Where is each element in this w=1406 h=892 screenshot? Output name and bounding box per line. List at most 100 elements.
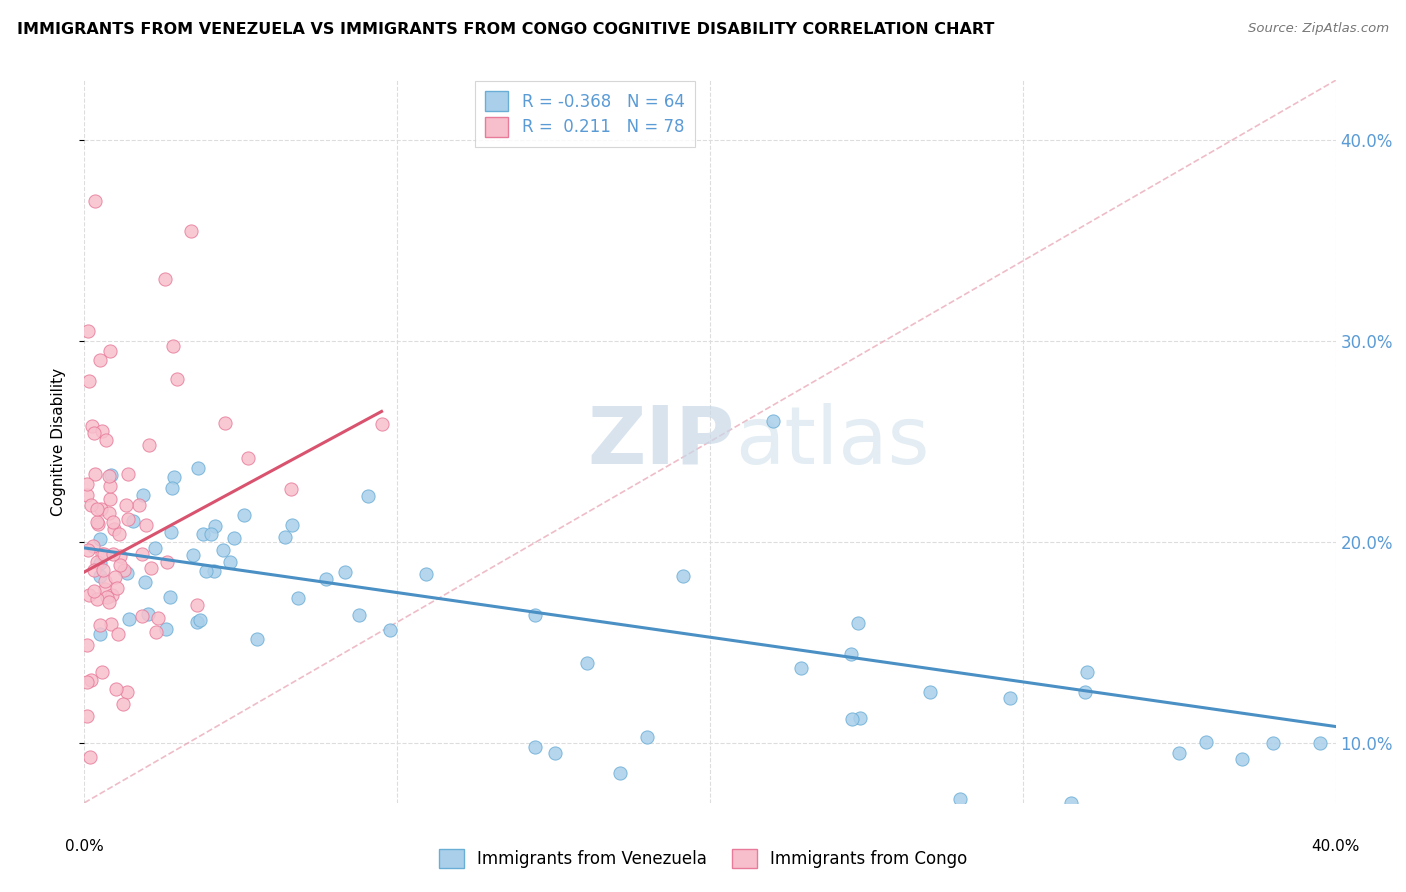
- Point: [1230, 751, 1253, 765]
- Point: [90, 501, 112, 516]
- Point: [160, 524, 183, 539]
- Point: [86, 515, 108, 529]
- Point: [103, 547, 125, 561]
- Point: [117, 467, 139, 481]
- Point: [180, 224, 202, 238]
- Point: [357, 489, 380, 503]
- Point: [105, 582, 128, 596]
- Text: IMMIGRANTS FROM VENEZUELA VS IMMIGRANTS FROM CONGO COGNITIVE DISABILITY CORRELAT: IMMIGRANTS FROM VENEZUELA VS IMMIGRANTS …: [17, 22, 994, 37]
- Point: [236, 451, 259, 466]
- Point: [1263, 735, 1285, 749]
- Point: [949, 792, 972, 806]
- Text: 0.0%: 0.0%: [65, 838, 104, 854]
- Point: [636, 730, 658, 744]
- Point: [89, 556, 111, 570]
- Point: [222, 531, 245, 545]
- Point: [93, 547, 115, 561]
- Point: [378, 623, 401, 637]
- Point: [789, 660, 811, 674]
- Point: [98, 594, 121, 608]
- Point: [136, 607, 159, 621]
- Point: [672, 568, 695, 582]
- Point: [839, 647, 862, 661]
- Point: [128, 498, 150, 512]
- Point: [98, 492, 121, 507]
- Point: [101, 515, 124, 529]
- Point: [76, 476, 98, 491]
- Point: [135, 518, 157, 533]
- Point: [131, 609, 153, 624]
- Point: [232, 508, 254, 522]
- Point: [1309, 735, 1331, 749]
- Point: [117, 566, 139, 580]
- Point: [83, 584, 105, 599]
- Point: [998, 690, 1021, 705]
- Point: [117, 512, 139, 526]
- Point: [163, 470, 186, 484]
- Point: [98, 469, 121, 483]
- Point: [274, 530, 297, 544]
- Point: [543, 746, 565, 760]
- Point: [146, 611, 169, 625]
- Legend: Immigrants from Venezuela, Immigrants from Congo: Immigrants from Venezuela, Immigrants fr…: [432, 842, 974, 875]
- Point: [1168, 746, 1191, 760]
- Point: [145, 624, 167, 639]
- Point: [89, 626, 111, 640]
- Point: [100, 467, 122, 482]
- Point: [76, 543, 98, 558]
- Point: [191, 527, 214, 541]
- Point: [370, 417, 392, 431]
- Point: [107, 627, 129, 641]
- Point: [100, 479, 122, 493]
- Point: [849, 711, 872, 725]
- Point: [98, 344, 121, 359]
- Point: [186, 598, 208, 612]
- Point: [132, 488, 155, 502]
- Point: [89, 569, 111, 583]
- Point: [841, 712, 863, 726]
- Point: [186, 615, 208, 629]
- Point: [76, 708, 98, 723]
- Point: [76, 638, 98, 652]
- Point: [122, 514, 145, 528]
- Point: [204, 565, 226, 579]
- Text: Source: ZipAtlas.com: Source: ZipAtlas.com: [1249, 22, 1389, 36]
- Point: [281, 518, 304, 533]
- Point: [114, 499, 136, 513]
- Point: [77, 374, 100, 388]
- Point: [104, 681, 127, 696]
- Point: [200, 527, 222, 541]
- Point: [846, 616, 869, 631]
- Point: [524, 607, 547, 622]
- Point: [523, 740, 546, 755]
- Point: [246, 632, 269, 646]
- Point: [94, 574, 117, 588]
- Point: [91, 563, 114, 577]
- Point: [153, 271, 176, 285]
- Point: [83, 563, 105, 577]
- Point: [76, 324, 98, 338]
- Point: [79, 750, 101, 764]
- Point: [160, 482, 183, 496]
- Point: [187, 461, 209, 475]
- Point: [101, 588, 124, 602]
- Point: [103, 522, 125, 536]
- Point: [138, 438, 160, 452]
- Point: [347, 607, 370, 622]
- Point: [89, 618, 111, 632]
- Text: ZIP: ZIP: [588, 402, 735, 481]
- Point: [162, 338, 184, 352]
- Point: [333, 566, 356, 580]
- Point: [86, 517, 108, 532]
- Point: [86, 555, 108, 569]
- Point: [96, 434, 118, 448]
- Point: [94, 582, 117, 596]
- Point: [918, 685, 941, 699]
- Point: [76, 675, 98, 690]
- Point: [1074, 685, 1097, 699]
- Point: [181, 548, 204, 562]
- Point: [80, 673, 103, 687]
- Point: [89, 533, 111, 547]
- Point: [108, 527, 131, 541]
- Point: [90, 548, 112, 562]
